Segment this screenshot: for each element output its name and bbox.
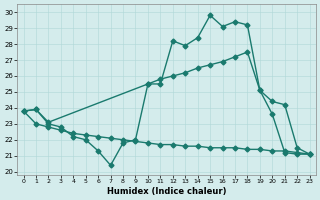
X-axis label: Humidex (Indice chaleur): Humidex (Indice chaleur) xyxy=(107,187,226,196)
